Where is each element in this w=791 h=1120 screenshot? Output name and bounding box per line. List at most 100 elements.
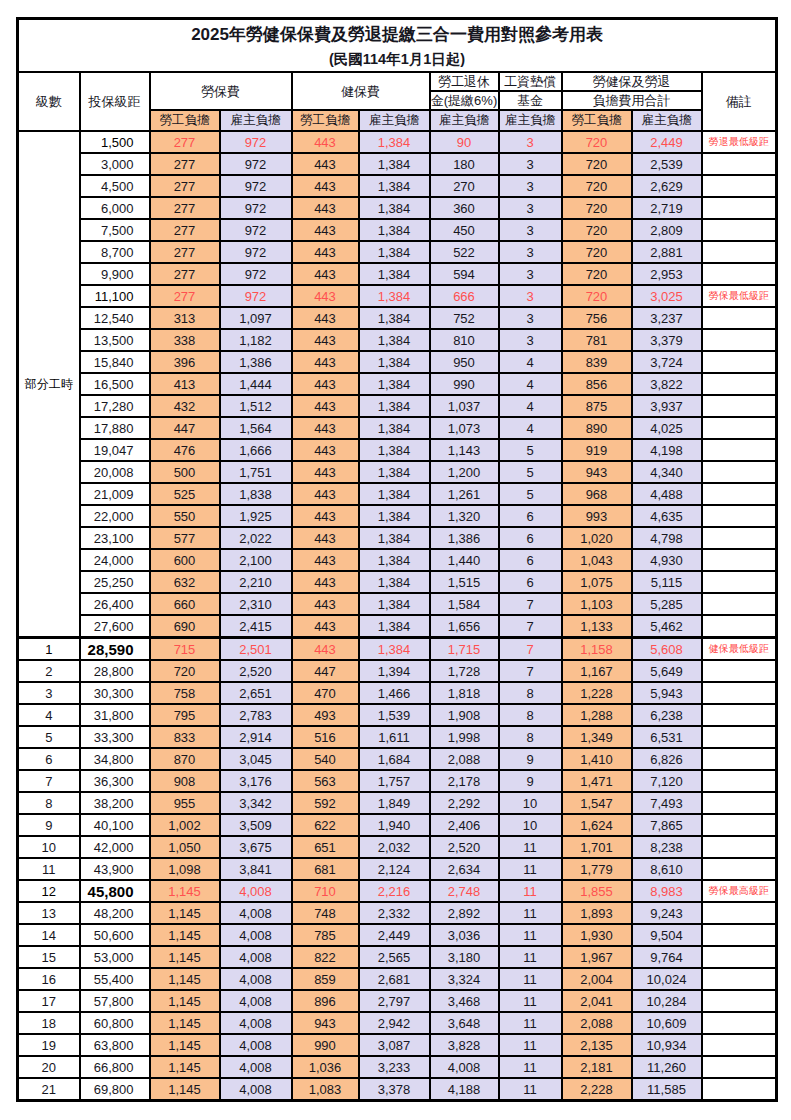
total-employee-cell: 1,020 <box>562 527 632 549</box>
labor-employer-cell: 3,841 <box>220 858 292 880</box>
table-row: 17,8804471,5644431,3841,07348904,025 <box>18 417 777 439</box>
health-employee-cell: 443 <box>292 549 359 571</box>
bracket-cell: 28,590 <box>80 638 150 661</box>
note-cell <box>702 483 777 505</box>
bracket-cell: 34,800 <box>80 748 150 770</box>
wage-fund-employer-cell: 11 <box>499 990 562 1012</box>
bracket-cell: 31,800 <box>80 704 150 726</box>
total-employee-cell: 1,075 <box>562 571 632 593</box>
labor-employer-cell: 2,022 <box>220 527 292 549</box>
health-employee-cell: 443 <box>292 373 359 395</box>
table-row: 24,0006002,1004431,3841,44061,0434,930 <box>18 549 777 571</box>
health-employee-cell: 592 <box>292 792 359 814</box>
health-employee-cell: 443 <box>292 638 359 661</box>
wage-fund-employer-cell: 3 <box>499 307 562 329</box>
wage-fund-employer-cell: 6 <box>499 549 562 571</box>
table-row: 634,8008703,0455401,6842,08891,4106,826 <box>18 748 777 770</box>
note-cell <box>702 858 777 880</box>
health-employer-cell: 1,684 <box>359 748 430 770</box>
labor-employer-cell: 1,925 <box>220 505 292 527</box>
labor-employer-cell: 2,210 <box>220 571 292 593</box>
health-employer-cell: 1,384 <box>359 219 430 241</box>
health-employer-cell: 2,449 <box>359 924 430 946</box>
wage-fund-employer-cell: 11 <box>499 836 562 858</box>
labor-employee-cell: 1,098 <box>150 858 220 880</box>
total-employee-cell: 1,471 <box>562 770 632 792</box>
header-labor-insurance: 勞保費 <box>150 72 292 110</box>
health-employee-cell: 470 <box>292 682 359 704</box>
total-employee-cell: 720 <box>562 285 632 307</box>
labor-employee-cell: 413 <box>150 373 220 395</box>
bracket-cell: 4,500 <box>80 175 150 197</box>
health-employer-cell: 3,378 <box>359 1078 430 1101</box>
health-employee-cell: 447 <box>292 660 359 682</box>
level-cell: 5 <box>18 726 80 748</box>
wage-fund-employer-cell: 7 <box>499 615 562 638</box>
health-employee-cell: 622 <box>292 814 359 836</box>
health-employer-cell: 3,087 <box>359 1034 430 1056</box>
total-employer-cell: 8,610 <box>632 858 702 880</box>
note-cell <box>702 902 777 924</box>
level-cell: 3 <box>18 682 80 704</box>
labor-employee-cell: 277 <box>150 263 220 285</box>
health-employer-cell: 1,384 <box>359 527 430 549</box>
labor-employee-cell: 1,145 <box>150 990 220 1012</box>
health-employer-cell: 1,384 <box>359 263 430 285</box>
bracket-cell: 7,500 <box>80 219 150 241</box>
pension-employer-cell: 3,324 <box>430 968 499 990</box>
labor-employee-cell: 833 <box>150 726 220 748</box>
total-employer-cell: 5,115 <box>632 571 702 593</box>
wage-fund-employer-cell: 3 <box>499 263 562 285</box>
note-cell <box>702 505 777 527</box>
pension-employer-cell: 2,292 <box>430 792 499 814</box>
subheader-total-employer: 雇主負擔 <box>632 110 702 131</box>
pension-employer-cell: 2,634 <box>430 858 499 880</box>
health-employer-cell: 1,384 <box>359 197 430 219</box>
health-employee-cell: 443 <box>292 153 359 175</box>
pension-employer-cell: 1,261 <box>430 483 499 505</box>
wage-fund-employer-cell: 3 <box>499 285 562 307</box>
level-cell: 12 <box>18 880 80 902</box>
wage-fund-employer-cell: 5 <box>499 483 562 505</box>
total-employee-cell: 2,181 <box>562 1056 632 1078</box>
total-employer-cell: 5,608 <box>632 638 702 661</box>
labor-employer-cell: 4,008 <box>220 990 292 1012</box>
pension-employer-cell: 2,178 <box>430 770 499 792</box>
health-employee-cell: 443 <box>292 307 359 329</box>
wage-fund-employer-cell: 3 <box>499 197 562 219</box>
health-employer-cell: 1,849 <box>359 792 430 814</box>
wage-fund-employer-cell: 4 <box>499 351 562 373</box>
labor-employer-cell: 4,008 <box>220 1034 292 1056</box>
bracket-cell: 66,800 <box>80 1056 150 1078</box>
health-employee-cell: 443 <box>292 439 359 461</box>
labor-employee-cell: 550 <box>150 505 220 527</box>
wage-fund-employer-cell: 11 <box>499 946 562 968</box>
health-employee-cell: 443 <box>292 461 359 483</box>
health-employer-cell: 2,332 <box>359 902 430 924</box>
table-row: 8,7002779724431,38452237202,881 <box>18 241 777 263</box>
pension-employer-cell: 522 <box>430 241 499 263</box>
labor-employer-cell: 4,008 <box>220 880 292 902</box>
total-employee-cell: 720 <box>562 263 632 285</box>
total-employee-cell: 1,547 <box>562 792 632 814</box>
pension-employer-cell: 990 <box>430 373 499 395</box>
note-cell <box>702 307 777 329</box>
total-employee-cell: 720 <box>562 131 632 153</box>
table-row: 940,1001,0023,5096221,9402,406101,6247,8… <box>18 814 777 836</box>
labor-employer-cell: 972 <box>220 285 292 307</box>
total-employer-cell: 3,724 <box>632 351 702 373</box>
labor-employer-cell: 1,182 <box>220 329 292 351</box>
health-employer-cell: 1,384 <box>359 505 430 527</box>
wage-fund-employer-cell: 10 <box>499 814 562 836</box>
total-employer-cell: 5,462 <box>632 615 702 638</box>
total-employer-cell: 3,237 <box>632 307 702 329</box>
header-wage-fund-line2: 基金 <box>499 91 562 110</box>
pension-employer-cell: 1,386 <box>430 527 499 549</box>
pension-employer-cell: 3,468 <box>430 990 499 1012</box>
table-row: 20,0085001,7514431,3841,20059434,340 <box>18 461 777 483</box>
total-employee-cell: 1,779 <box>562 858 632 880</box>
total-employee-cell: 993 <box>562 505 632 527</box>
health-employee-cell: 443 <box>292 285 359 307</box>
labor-employer-cell: 2,100 <box>220 549 292 571</box>
level-cell: 21 <box>18 1078 80 1101</box>
